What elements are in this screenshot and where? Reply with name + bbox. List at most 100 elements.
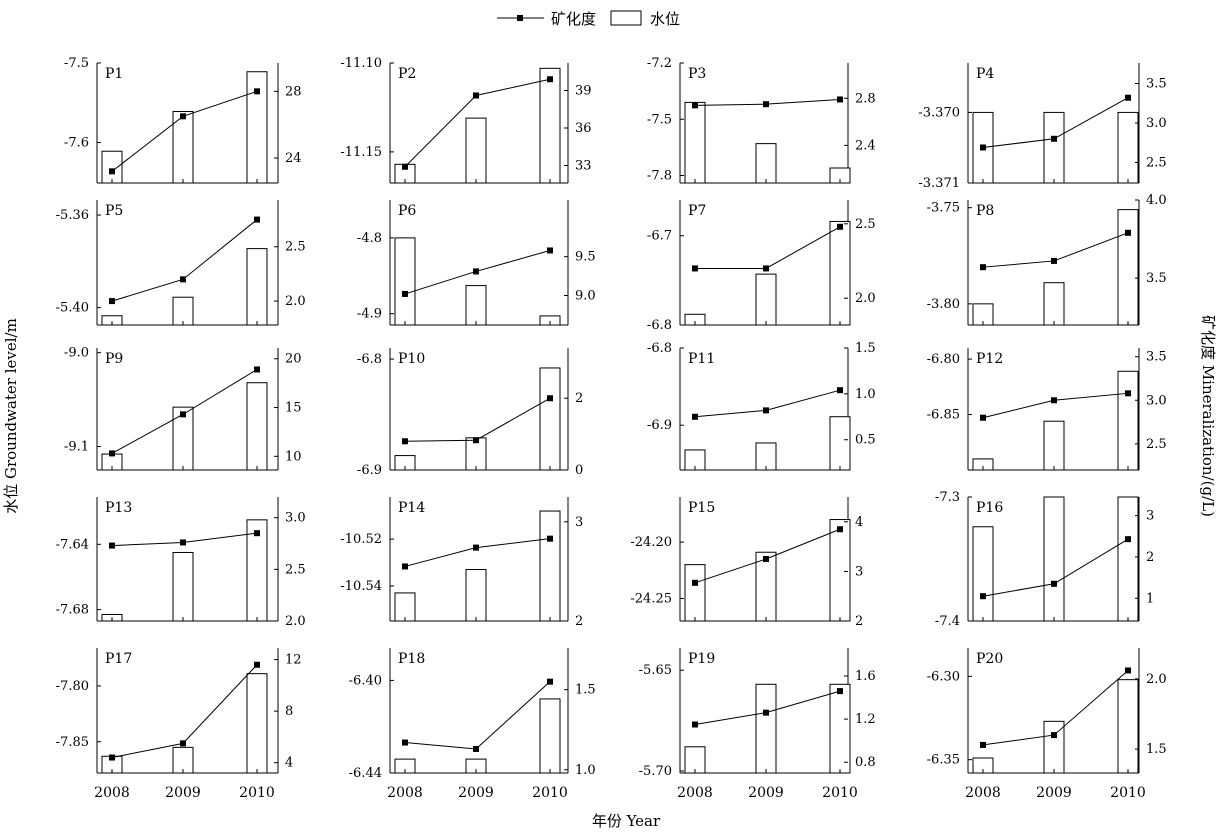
- right-tick-label: 2.5: [285, 562, 306, 577]
- left-tick-label: -6.8: [647, 341, 672, 356]
- x-tick-label: 2008: [677, 785, 713, 801]
- right-tick-label: 20: [285, 352, 302, 367]
- left-tick-label: -5.40: [56, 301, 89, 316]
- panel-label: P4: [976, 66, 994, 82]
- panel-p6: -4.8 -4.9 9.0 9.5 P6: [357, 200, 596, 326]
- bar: [684, 564, 706, 622]
- line-marker: [692, 579, 698, 586]
- bar: [1043, 496, 1065, 622]
- left-tick-label: -7.64: [56, 537, 89, 552]
- line-marker: [109, 168, 115, 175]
- line-marker: [547, 535, 553, 542]
- left-tick-label: -7.8: [647, 169, 672, 184]
- bar: [172, 551, 194, 622]
- panel-label: P19: [688, 651, 715, 667]
- line-marker: [109, 542, 115, 549]
- x-tick-label: 2009: [1036, 785, 1072, 801]
- right-tick-label: 2: [575, 614, 583, 629]
- line-marker: [254, 216, 260, 223]
- panels: -7.5-7.62428P1-11.10-11.15333639P2-7.2-7…: [56, 56, 1167, 781]
- left-tick-label: -9.1: [64, 440, 89, 455]
- right-tick-label: 33: [575, 159, 592, 174]
- bar: [829, 683, 851, 774]
- panel-p18: -6.40 -6.44 1.0 1.5 P18: [349, 648, 596, 781]
- right-tick-label: 9.0: [575, 288, 596, 303]
- panel-p9: -9.0 -9.1 10 15 20 P9: [64, 346, 302, 471]
- line-marker: [763, 407, 769, 414]
- line-marker: [1125, 94, 1131, 101]
- panel-label: P16: [976, 500, 1003, 516]
- panel-p11: -6.8 -6.9 0.5 1.0 1.5 P11: [647, 341, 876, 471]
- right-tick-label: 1.5: [855, 341, 876, 356]
- line-marker: [1051, 732, 1057, 739]
- panel-p19: -5.65 -5.70 0.8 1.2 1.6 P19: [639, 648, 876, 779]
- line-marker: [254, 661, 260, 668]
- right-tick-label: 0: [575, 463, 583, 478]
- left-tick-label: -6.80: [927, 352, 960, 367]
- right-tick-label: 3: [1146, 509, 1154, 524]
- right-tick-label: 3.5: [1146, 77, 1167, 92]
- x-tick-label: 2008: [965, 785, 1001, 801]
- line-series: [982, 392, 1129, 419]
- left-tick-label: -7.68: [56, 603, 89, 618]
- line-marker: [837, 688, 843, 695]
- line-marker: [254, 366, 260, 373]
- panel-p4: -3.370 -3.371 2.5 3.0 3.5 P4: [918, 63, 1167, 191]
- right-tick-label: 2.0: [855, 291, 876, 306]
- left-tick-label: -3.80: [927, 297, 960, 312]
- right-tick-label: 3.5: [1146, 271, 1167, 286]
- line-series: [111, 219, 258, 302]
- x-tick-label: 2010: [1110, 785, 1146, 801]
- bar: [1043, 420, 1065, 471]
- left-tick-label: -6.35: [927, 753, 960, 768]
- panel-p12: -6.80 -6.85 2.5 3.0 3.5 P12: [927, 348, 1167, 471]
- panel-label: P11: [688, 351, 715, 367]
- left-tick-label: -7.3: [935, 490, 960, 505]
- line-marker: [402, 290, 408, 297]
- bar: [394, 237, 416, 326]
- right-tick-label: 3.5: [1146, 350, 1167, 365]
- line-marker: [763, 101, 769, 108]
- left-tick-label: -24.25: [630, 591, 672, 606]
- panel-label: P1: [105, 66, 123, 82]
- line-marker: [980, 144, 986, 151]
- panel-p17: -7.80 -7.85 4 8 12 P17: [56, 648, 302, 774]
- left-tick-label: -11.10: [340, 56, 382, 71]
- left-tick-label: -7.80: [56, 679, 89, 694]
- panel-label: P10: [398, 351, 425, 367]
- line-marker: [980, 741, 986, 748]
- right-tick-label: 2.0: [285, 614, 306, 629]
- x-tick-label: 2009: [748, 785, 784, 801]
- bar: [755, 143, 777, 184]
- left-tick-label: -7.2: [647, 56, 672, 71]
- bar: [101, 150, 123, 184]
- line-marker: [692, 413, 698, 420]
- x-tick-label: 2010: [239, 785, 275, 801]
- line-marker: [473, 268, 479, 275]
- bar: [1043, 282, 1065, 326]
- line-marker: [837, 96, 843, 103]
- right-tick-label: 2.8: [855, 91, 876, 106]
- left-tick-label: -6.30: [927, 669, 960, 684]
- bar: [465, 569, 487, 622]
- right-tick-label: 1.2: [855, 712, 876, 727]
- left-tick-label: -7.85: [56, 735, 89, 750]
- line-marker: [763, 709, 769, 716]
- right-tick-label: 1.5: [575, 683, 596, 698]
- bar: [539, 698, 561, 774]
- x-tick-labels: 2008 2009 2010 2008 2009 2010 2008 2009 2010 2008…: [94, 785, 1146, 801]
- line-marker: [109, 754, 115, 761]
- right-tick-label: 8: [285, 704, 293, 719]
- panel-label: P12: [976, 351, 1003, 367]
- right-tick-label: 39: [575, 84, 592, 99]
- panel-label: P6: [398, 203, 416, 219]
- panel-p16: -7.3 -7.4 1 2 3 P16: [935, 490, 1154, 629]
- line-marker: [547, 76, 553, 83]
- right-tick-label: 3: [575, 515, 583, 530]
- right-tick-label: 2.0: [1146, 672, 1167, 687]
- right-tick-label: 2: [1146, 550, 1154, 565]
- line-marker: [692, 265, 698, 272]
- line-marker: [180, 740, 186, 747]
- bar: [246, 248, 268, 326]
- panel-p10: -6.8 -6.9 0 2 P10: [357, 348, 583, 478]
